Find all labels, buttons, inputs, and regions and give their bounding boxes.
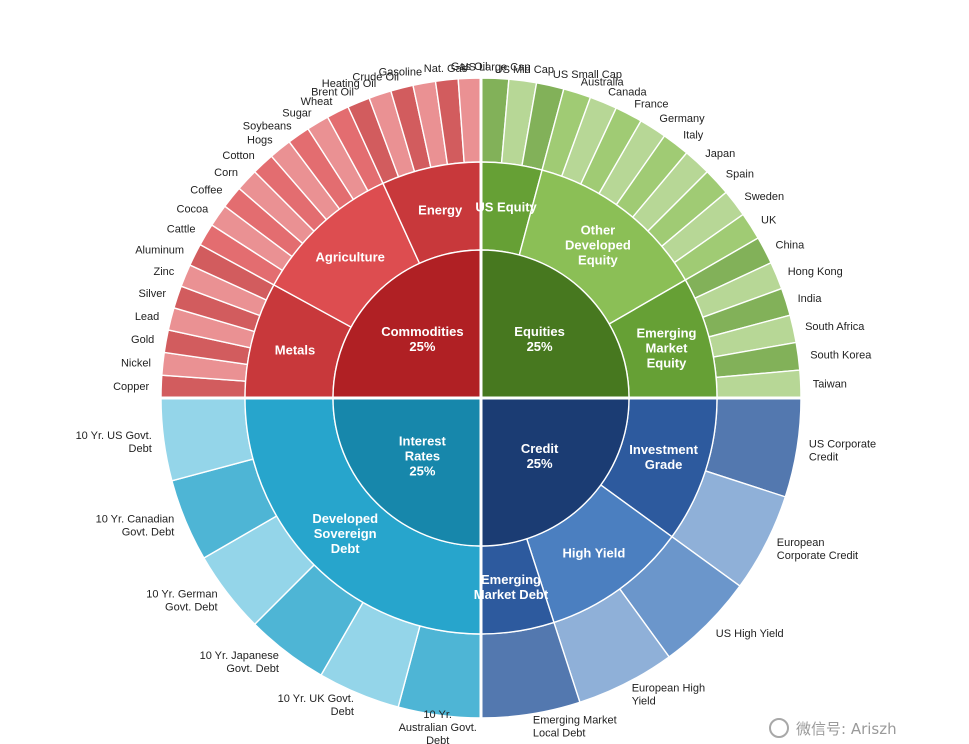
leaf-label-china: China: [776, 240, 806, 252]
leaf-label-uk: UK: [761, 215, 777, 227]
leaf-label-hogs: Hogs: [247, 135, 273, 147]
leaf-label-south-africa: South Africa: [805, 321, 865, 333]
leaf-label-cattle: Cattle: [167, 224, 196, 236]
interest_rates-inner-segment: [332, 397, 482, 547]
credit-inner-label: Credit 25%: [521, 441, 559, 471]
label-metals: Metals: [275, 343, 315, 358]
equities-inner-label: Equities 25%: [514, 324, 565, 354]
leaf-label-gasoline: Gasoline: [379, 66, 422, 78]
commodities-inner-segment: [332, 249, 482, 399]
watermark-text: 微信号: Ariszh: [796, 720, 897, 738]
leaf-label-zinc: Zinc: [154, 266, 175, 278]
leaf-label-copper: Copper: [113, 381, 149, 393]
leaf-label-south-korea: South Korea: [810, 350, 872, 362]
leaf-label-hong-kong: Hong Kong: [788, 266, 843, 278]
leaf-label-italy: Italy: [683, 130, 704, 142]
leaf-label-gold: Gold: [131, 334, 154, 346]
leaf-label-lead: Lead: [135, 311, 159, 323]
leaf-label-silver: Silver: [138, 288, 166, 300]
leaf-label-us-high-yield: US High Yield: [716, 628, 784, 640]
leaf-label-wheat: Wheat: [301, 96, 333, 108]
leaf-label-cocoa: Cocoa: [177, 204, 210, 216]
label-us-equity: US Equity: [475, 200, 537, 215]
label-agriculture: Agriculture: [316, 250, 385, 265]
leaf-label-10-yr-german-govt-debt: 10 Yr. German Govt. Debt: [146, 589, 217, 614]
leaf-label-australia: Australia: [581, 76, 625, 88]
leaf-label-10-yr-japanese-govt-debt: 10 Yr. Japanese Govt. Debt: [200, 650, 279, 675]
leaf-label-japan: Japan: [705, 148, 735, 160]
leaf-label-european-high-yield: European High Yield: [632, 682, 705, 707]
leaf-label-coffee: Coffee: [190, 185, 222, 197]
wechat-logo-icon: [769, 718, 789, 738]
leaf-label-heating-oil: Heating Oil: [322, 78, 376, 90]
leaf-label-us-small-cap: US Small Cap: [553, 69, 622, 81]
leaf-label-corn: Corn: [214, 167, 238, 179]
label-developed-sovereign-debt: Developed Sovereign Debt: [312, 511, 378, 556]
leaf-label-soybeans: Soybeans: [243, 120, 292, 132]
label-high-yield: High Yield: [562, 545, 625, 560]
leaf-label-nat-gas: Nat. Gas: [424, 63, 468, 75]
leaf-label-10-yr-australian-govt-debt: 10 Yr. Australian Govt. Debt: [399, 709, 477, 744]
leaf-label-canada: Canada: [608, 86, 647, 98]
leaf-label-crude-oil: Crude Oil: [352, 71, 398, 83]
leaf-label-us-large-cap: US Large Cap: [461, 61, 531, 73]
leaf-label-10-yr-uk-govt-debt: 10 Yr. UK Govt. Debt: [278, 693, 354, 718]
leaf-label-taiwan: Taiwan: [813, 379, 847, 391]
leaf-label-germany: Germany: [659, 113, 705, 125]
leaf-label-us-mid-cap: US Mid Cap: [495, 64, 554, 76]
leaf-label-sweden: Sweden: [744, 191, 784, 203]
credit-inner-segment: [480, 397, 630, 547]
leaf-label-us-corporate-credit: US Corporate Credit: [809, 438, 876, 463]
interest_rates-inner-label: Interest Rates 25%: [399, 434, 447, 479]
leaf-label-emerging-market-local-debt: Emerging Market Local Debt: [533, 714, 617, 739]
leaf-label-10-yr-canadian-govt-debt: 10 Yr. Canadian Govt. Debt: [96, 514, 175, 539]
leaf-label-cotton: Cotton: [222, 150, 254, 162]
equities-inner-segment: [480, 249, 630, 399]
leaf-label-spain: Spain: [726, 169, 754, 181]
label-emerging-market-debt: Emerging Market Debt: [474, 572, 549, 602]
leaf-label-european-corporate-credit: European Corporate Credit: [777, 537, 858, 562]
label-other-developed-equity: Other Developed Equity: [565, 223, 631, 268]
label-emerging-market-equity: Emerging Market Equity: [637, 325, 697, 370]
label-investment-grade: Investment Grade: [629, 442, 698, 472]
commodities-inner-label: Commodities 25%: [381, 324, 463, 354]
leaf-label-gas-oil: Gas Oil: [451, 61, 488, 73]
label-energy: Energy: [418, 202, 463, 217]
leaf-label-nickel: Nickel: [121, 358, 151, 370]
leaf-label-india: India: [798, 293, 823, 305]
leaf-label-france: France: [634, 99, 668, 111]
leaf-label-brent-oil: Brent Oil: [311, 86, 354, 98]
leaf-label-sugar: Sugar: [282, 108, 312, 120]
leaf-label-10-yr-us-govt-debt: 10 Yr. US Govt. Debt: [76, 430, 152, 455]
leaf-label-aluminum: Aluminum: [135, 244, 184, 256]
